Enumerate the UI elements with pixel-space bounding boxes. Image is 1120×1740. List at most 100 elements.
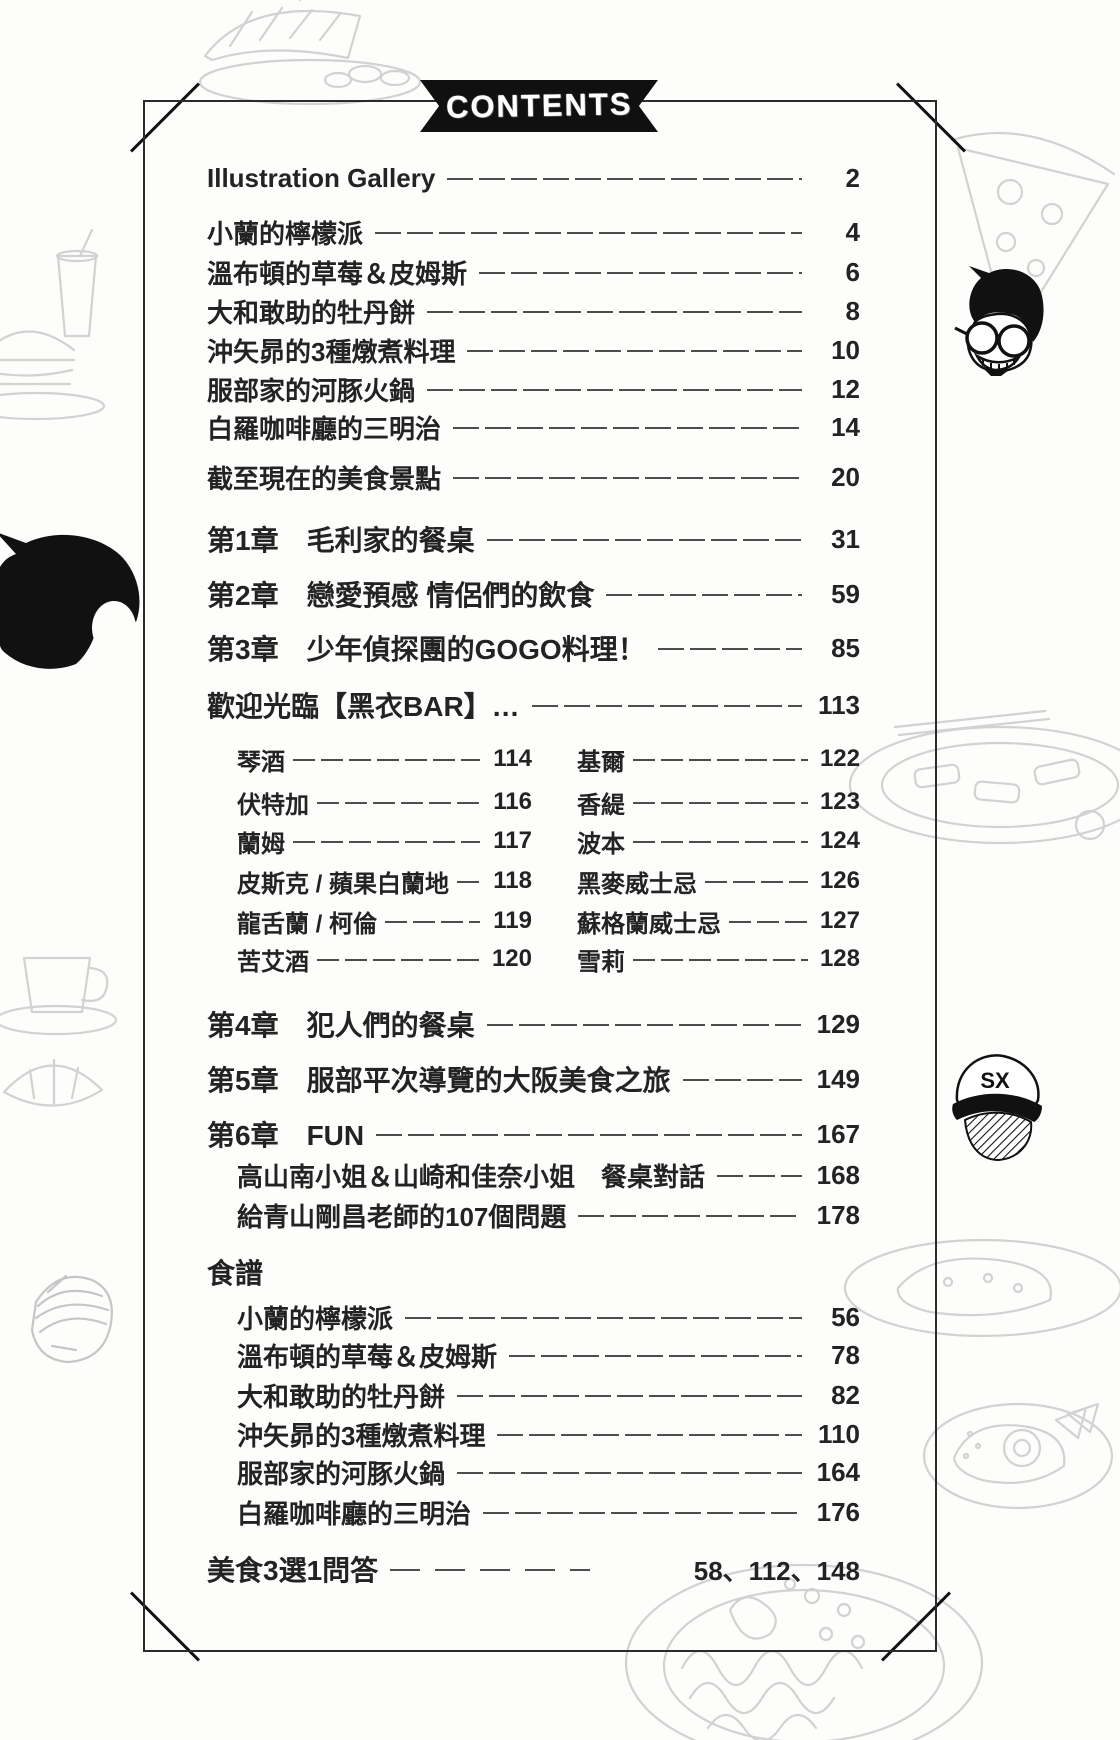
conan-head-icon: [954, 266, 1044, 376]
leader-line: [453, 427, 802, 429]
toc-row-gallery: Illustration Gallery 2: [207, 161, 860, 195]
leader-line: [376, 1134, 802, 1136]
page-number: 31: [831, 523, 860, 554]
breakfast-plate-sketch-icon: [922, 1402, 1114, 1510]
toc-row-quiz: 美食3選1問答 58、112、148: [207, 1552, 860, 1586]
toc-row-food-spots: 截至現在的美食景點 20: [207, 460, 860, 494]
toc-row: 大和敢助的牡丹餅 8: [207, 294, 860, 328]
drink-label: 香緹: [577, 791, 625, 819]
toc-row: 白羅咖啡廳的三明治 14: [207, 410, 860, 444]
leader-line: [578, 1215, 802, 1217]
leader-line: [479, 272, 802, 274]
leader-line: [509, 1355, 802, 1357]
page-number: 119: [493, 907, 532, 934]
page-number: 122: [819, 745, 860, 772]
toc-row-chapter-2: 第2章 戀愛預感 情侶們的飲食 59: [207, 577, 860, 612]
page-number: 118: [493, 867, 532, 894]
toc-item-label: 小蘭的檸檬派: [207, 218, 364, 249]
page-number: 127: [819, 907, 860, 934]
drink-label: 苦艾酒: [237, 948, 309, 976]
toc-row-chapter-5: 第5章 服部平次導覽的大阪美食之旅 149: [207, 1062, 860, 1097]
toc-row-recipe: 白羅咖啡廳的三明治 176: [237, 1495, 860, 1529]
toc-item-label: 小蘭的檸檬派: [237, 1303, 394, 1334]
section-title: 食譜: [207, 1258, 264, 1289]
toc-item-label: 截至現在的美食景點: [207, 463, 442, 494]
leader-line: [375, 232, 802, 234]
leader-line: [606, 594, 802, 596]
leader-line: [531, 705, 802, 707]
toc-row-recipe: 小蘭的檸檬派 56: [237, 1300, 860, 1334]
pizza-slice-sketch-icon: [950, 131, 1116, 344]
toc-row-recipe: 溫布頓的草莓＆皮姆斯 78: [237, 1338, 860, 1372]
leader-line: [457, 881, 480, 883]
toc-item-label: 給青山剛昌老師的107個問題: [237, 1201, 567, 1232]
leader-line: [497, 1434, 802, 1436]
toc-item-label: 沖矢昴的3種燉煮料理: [207, 336, 456, 367]
leader-line: [657, 648, 802, 650]
toc-item-label: 高山南小姐＆山崎和佳奈小姐 餐桌對話: [237, 1161, 706, 1192]
heiji-cap-logo: SX: [980, 1068, 1010, 1093]
page-number: 110: [818, 1418, 860, 1449]
drink-label: 伏特加: [237, 791, 309, 819]
drink-label: 波本: [577, 830, 625, 858]
chapter-label: 第6章 FUN: [207, 1120, 365, 1151]
bar-drink-row: 龍舌蘭 / 柯倫 119 蘇格蘭威士忌 127: [237, 905, 860, 938]
toc-item-label: 服部家的河豚火鍋: [207, 375, 416, 406]
drink-label: 蘇格蘭威士忌: [577, 910, 721, 938]
leader-line: [729, 921, 808, 923]
drink-label: 琴酒: [237, 748, 285, 776]
page-number: 168: [816, 1159, 860, 1190]
page-number: 4: [845, 216, 860, 247]
coffee-croissant-sketch-icon: [0, 956, 118, 1107]
leader-line: [447, 178, 802, 180]
heiji-cap-icon: SX: [952, 1054, 1042, 1162]
page-number: 123: [819, 788, 860, 815]
leader-line: [633, 841, 808, 843]
toc-item-label: 歡迎光臨【黑衣BAR】…: [207, 691, 520, 722]
toc-row-fun-item: 高山南小姐＆山崎和佳奈小姐 餐桌對話 168: [237, 1158, 860, 1192]
page-number: 117: [493, 827, 532, 854]
page-number: 56: [831, 1301, 860, 1332]
page-number: 6: [845, 256, 860, 287]
toc-item-label: 美食3選1問答: [207, 1555, 379, 1586]
chapter-label: 第1章 毛利家的餐桌: [207, 525, 475, 556]
page-number: 20: [831, 461, 860, 492]
leader-line: [453, 477, 802, 479]
bar-drink-row: 琴酒 114 基爾 122: [237, 743, 860, 776]
toc-item-label: Illustration Gallery: [207, 162, 436, 193]
leader-line: [682, 1079, 802, 1081]
page-number: 178: [816, 1199, 860, 1230]
toc-row-fun-item: 給青山剛昌老師的107個問題 178: [237, 1198, 860, 1232]
leader-line: [405, 1317, 802, 1319]
leader-line: [717, 1175, 802, 1177]
leader-line: [293, 759, 480, 761]
page-number: 8: [845, 295, 860, 326]
drink-label: 龍舌蘭 / 柯倫: [237, 910, 378, 938]
page-number: 128: [819, 945, 860, 972]
page-number: 10: [831, 334, 860, 365]
leader-line: [486, 1024, 802, 1026]
page-number: 116: [493, 788, 532, 815]
toc-row-recipe: 服部家的河豚火鍋 164: [237, 1455, 860, 1489]
burger-drink-sketch-icon: [0, 228, 106, 421]
page-number: 113: [818, 689, 860, 720]
bar-drink-row: 伏特加 116 香緹 123: [237, 786, 860, 819]
page-number: 14: [831, 411, 860, 442]
leader-line: [427, 389, 802, 391]
leader-line: [390, 1569, 590, 1571]
ran-silhouette-icon: [0, 533, 140, 669]
toc-row-recipe: 大和敢助的牡丹餅 82: [237, 1378, 860, 1412]
toc-row-chapter-6: 第6章 FUN 167: [207, 1117, 860, 1152]
page-number: 2: [845, 162, 860, 193]
recipes-section-header: 食譜: [207, 1255, 860, 1289]
toc-row: 沖矢昴的3種燉煮料理 10: [207, 333, 860, 367]
leader-line: [486, 539, 802, 541]
leader-line: [633, 959, 808, 961]
chapter-label: 第3章 少年偵探團的GOGO料理！: [207, 634, 646, 665]
toc-row-chapter-3: 第3章 少年偵探團的GOGO料理！ 85: [207, 631, 860, 666]
toc-row-bar-header: 歡迎光臨【黑衣BAR】… 113: [207, 688, 860, 723]
page-number: 164: [816, 1456, 860, 1487]
toc-row-chapter-1: 第1章 毛利家的餐桌 31: [207, 522, 860, 557]
contents-banner-title: CONTENTS: [445, 86, 633, 125]
leader-line: [427, 311, 802, 313]
